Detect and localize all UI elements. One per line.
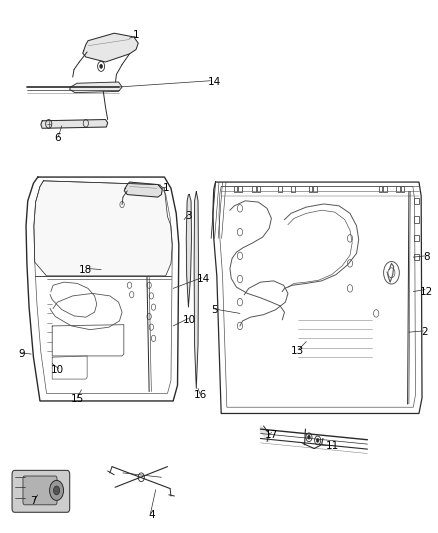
Polygon shape bbox=[34, 181, 172, 276]
Text: 4: 4 bbox=[148, 510, 155, 520]
Text: 9: 9 bbox=[18, 349, 25, 359]
Bar bbox=[234, 186, 237, 192]
Text: 15: 15 bbox=[71, 394, 84, 404]
Text: 11: 11 bbox=[326, 441, 339, 451]
Text: 17: 17 bbox=[265, 430, 278, 440]
Bar bbox=[401, 186, 404, 192]
Text: 2: 2 bbox=[421, 327, 427, 337]
Polygon shape bbox=[41, 119, 108, 128]
Text: 10: 10 bbox=[51, 365, 64, 375]
Text: 14: 14 bbox=[197, 274, 210, 284]
Text: 3: 3 bbox=[185, 212, 192, 222]
Bar bbox=[238, 186, 242, 192]
Bar bbox=[279, 186, 282, 192]
Bar bbox=[396, 186, 400, 192]
Text: 8: 8 bbox=[423, 252, 430, 262]
Text: 1: 1 bbox=[163, 183, 170, 193]
Text: 10: 10 bbox=[183, 314, 196, 325]
Polygon shape bbox=[83, 33, 138, 62]
FancyBboxPatch shape bbox=[23, 476, 57, 505]
Polygon shape bbox=[70, 82, 122, 93]
Polygon shape bbox=[194, 191, 198, 389]
Text: 1: 1 bbox=[133, 30, 139, 40]
Text: 18: 18 bbox=[79, 264, 92, 274]
Polygon shape bbox=[261, 426, 269, 442]
Polygon shape bbox=[186, 195, 191, 307]
Bar bbox=[252, 186, 256, 192]
Bar bbox=[414, 216, 419, 223]
Circle shape bbox=[307, 435, 310, 439]
Circle shape bbox=[49, 480, 64, 500]
Text: 6: 6 bbox=[54, 133, 61, 143]
FancyBboxPatch shape bbox=[12, 471, 70, 512]
Bar bbox=[414, 235, 419, 241]
Circle shape bbox=[100, 64, 102, 68]
Circle shape bbox=[316, 439, 319, 442]
Bar bbox=[383, 186, 387, 192]
Text: 13: 13 bbox=[291, 346, 304, 356]
Polygon shape bbox=[124, 182, 162, 197]
Bar bbox=[414, 198, 419, 204]
Bar bbox=[257, 186, 260, 192]
Text: 12: 12 bbox=[420, 287, 433, 296]
Bar bbox=[313, 186, 317, 192]
Bar bbox=[291, 186, 295, 192]
Bar bbox=[379, 186, 382, 192]
Circle shape bbox=[53, 486, 60, 495]
Text: 14: 14 bbox=[208, 77, 221, 87]
Text: 5: 5 bbox=[211, 305, 218, 316]
Text: 16: 16 bbox=[194, 390, 207, 400]
Bar bbox=[414, 254, 419, 260]
Text: 7: 7 bbox=[30, 496, 37, 506]
Bar bbox=[309, 186, 312, 192]
